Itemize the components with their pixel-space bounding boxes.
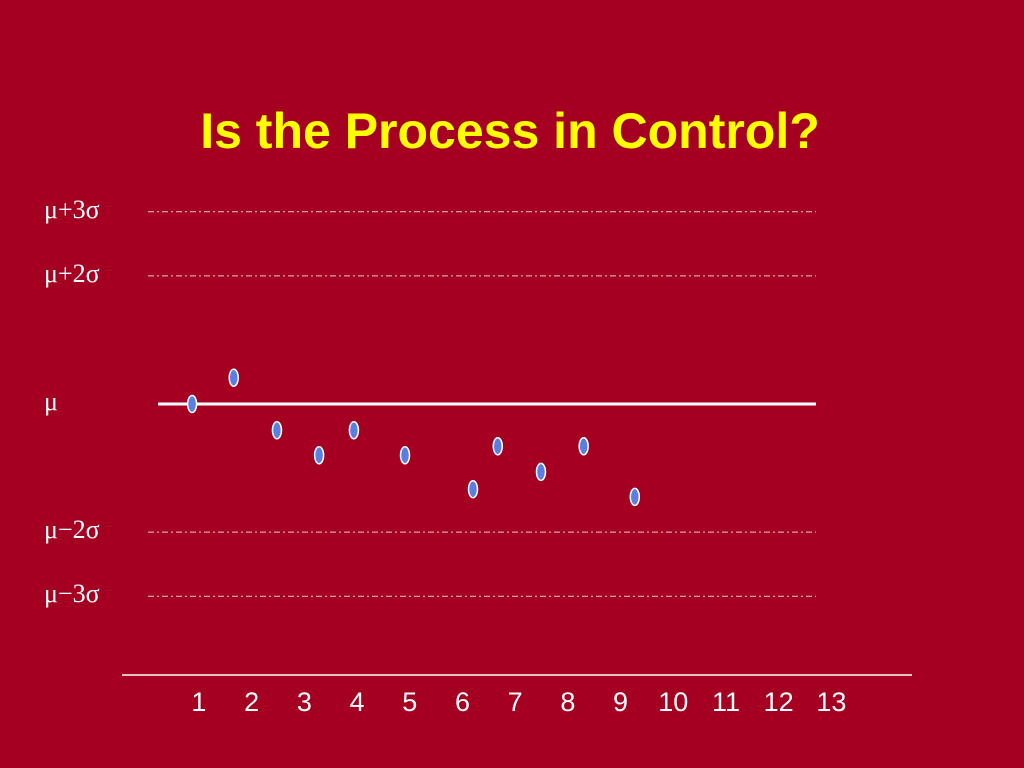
x-tick-label: 2 (244, 687, 259, 717)
point (399, 445, 411, 465)
point (348, 421, 360, 440)
point (271, 421, 283, 440)
x-tick-label: 9 (613, 687, 628, 717)
y-tick-label: μ−3σ (44, 579, 100, 608)
x-tick-label: 1 (191, 687, 206, 717)
x-tick-label: 3 (297, 687, 312, 717)
x-tick-label: 10 (658, 687, 688, 717)
x-tick-label: 12 (764, 687, 794, 717)
point (629, 487, 641, 507)
point (313, 445, 325, 465)
y-tick-label: μ+3σ (44, 195, 100, 224)
chart-title: Is the Process in Control? (200, 103, 820, 159)
y-tick-label: μ+2σ (44, 259, 100, 288)
point (492, 437, 504, 456)
x-tick-label: 6 (455, 687, 470, 717)
x-tick-label: 4 (350, 687, 365, 717)
x-tick-label: 13 (816, 687, 846, 717)
x-tick-label: 11 (712, 687, 740, 717)
point (467, 479, 479, 499)
x-tick-label: 8 (560, 687, 575, 717)
point (186, 394, 198, 414)
x-tick-label: 5 (402, 687, 417, 717)
point (578, 437, 589, 456)
x-tick-label: 7 (508, 687, 523, 717)
point (228, 368, 239, 387)
point (535, 462, 547, 482)
y-tick-label: μ−2σ (44, 515, 100, 544)
y-tick-label: μ (44, 387, 58, 416)
